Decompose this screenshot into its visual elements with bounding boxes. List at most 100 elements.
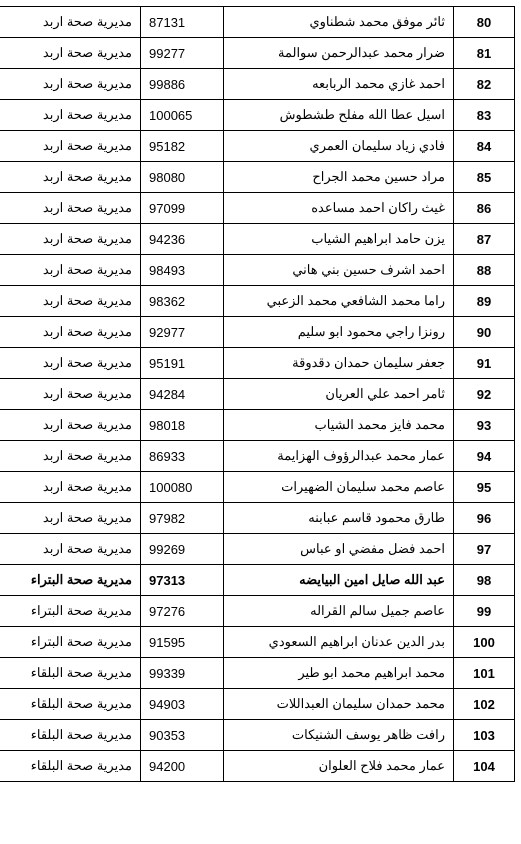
table-row: 104عمار محمد فلاح العلوان94200مديرية صحة… <box>0 751 515 782</box>
row-index: 84 <box>454 131 515 162</box>
table-row: 93محمد فايز محمد الشياب98018مديرية صحة ا… <box>0 410 515 441</box>
row-name: عاصم جميل سالم القراله <box>224 596 454 627</box>
table-row: 88احمد اشرف حسين بني هاني98493مديرية صحة… <box>0 255 515 286</box>
row-index: 83 <box>454 100 515 131</box>
table-row: 86غيث راكان احمد مساعده97099مديرية صحة ا… <box>0 193 515 224</box>
row-code: 97276 <box>141 596 224 627</box>
table-row: 89راما محمد الشافعي محمد الزعبي98362مدير… <box>0 286 515 317</box>
row-index: 93 <box>454 410 515 441</box>
row-name: بدر الدين عدنان ابراهيم السعودي <box>224 627 454 658</box>
table-row: 83اسيل عطا الله مفلح طشطوش100065مديرية ص… <box>0 100 515 131</box>
row-dept: مديرية صحة اربد <box>0 472 141 503</box>
row-dept: مديرية صحة اربد <box>0 7 141 38</box>
table-row: 95عاصم محمد سليمان الضهيرات100080مديرية … <box>0 472 515 503</box>
row-dept: مديرية صحة البلقاء <box>0 658 141 689</box>
row-code: 99339 <box>141 658 224 689</box>
row-dept: مديرية صحة اربد <box>0 224 141 255</box>
row-name: محمد فايز محمد الشياب <box>224 410 454 441</box>
row-name: ضرار محمد عبدالرحمن سوالمة <box>224 38 454 69</box>
table-row: 102محمد حمدان سليمان العبداللات94903مدير… <box>0 689 515 720</box>
row-name: مراد حسين محمد الجراح <box>224 162 454 193</box>
row-code: 97099 <box>141 193 224 224</box>
row-index: 95 <box>454 472 515 503</box>
row-name: احمد غازي محمد الربابعه <box>224 69 454 100</box>
row-index: 82 <box>454 69 515 100</box>
row-code: 100065 <box>141 100 224 131</box>
row-dept: مديرية صحة اربد <box>0 38 141 69</box>
row-index: 97 <box>454 534 515 565</box>
row-dept: مديرية صحة اربد <box>0 100 141 131</box>
row-dept: مديرية صحة البتراء <box>0 627 141 658</box>
row-index: 92 <box>454 379 515 410</box>
table-row: 85مراد حسين محمد الجراح98080مديرية صحة ا… <box>0 162 515 193</box>
table-row: 82احمد غازي محمد الربابعه99886مديرية صحة… <box>0 69 515 100</box>
row-code: 98080 <box>141 162 224 193</box>
row-index: 88 <box>454 255 515 286</box>
row-name: احمد اشرف حسين بني هاني <box>224 255 454 286</box>
table-row: 98عبد الله صايل امين البيايضه97313مديرية… <box>0 565 515 596</box>
table-row: 90رونزا راجي محمود ابو سليم92977مديرية ص… <box>0 317 515 348</box>
row-index: 100 <box>454 627 515 658</box>
row-code: 95191 <box>141 348 224 379</box>
row-dept: مديرية صحة اربد <box>0 379 141 410</box>
row-dept: مديرية صحة البلقاء <box>0 689 141 720</box>
row-name: عبد الله صايل امين البيايضه <box>224 565 454 596</box>
row-code: 100080 <box>141 472 224 503</box>
row-index: 89 <box>454 286 515 317</box>
row-dept: مديرية صحة اربد <box>0 317 141 348</box>
row-name: محمد حمدان سليمان العبداللات <box>224 689 454 720</box>
row-name: احمد فضل مفضي او عباس <box>224 534 454 565</box>
row-name: فادي زياد سليمان العمري <box>224 131 454 162</box>
row-code: 98493 <box>141 255 224 286</box>
row-name: ثائر موفق محمد شطناوي <box>224 7 454 38</box>
row-code: 94284 <box>141 379 224 410</box>
table-row: 97احمد فضل مفضي او عباس99269مديرية صحة ا… <box>0 534 515 565</box>
row-name: عاصم محمد سليمان الضهيرات <box>224 472 454 503</box>
row-index: 90 <box>454 317 515 348</box>
row-index: 101 <box>454 658 515 689</box>
row-dept: مديرية صحة اربد <box>0 131 141 162</box>
row-name: عمار محمد فلاح العلوان <box>224 751 454 782</box>
row-index: 99 <box>454 596 515 627</box>
table-row: 100بدر الدين عدنان ابراهيم السعودي91595م… <box>0 627 515 658</box>
row-code: 94236 <box>141 224 224 255</box>
row-index: 85 <box>454 162 515 193</box>
row-index: 98 <box>454 565 515 596</box>
data-table: 80ثائر موفق محمد شطناوي87131مديرية صحة ا… <box>0 6 515 782</box>
row-code: 95182 <box>141 131 224 162</box>
row-dept: مديرية صحة اربد <box>0 410 141 441</box>
row-name: رافت ظاهر يوسف الشنيكات <box>224 720 454 751</box>
row-index: 94 <box>454 441 515 472</box>
row-code: 99269 <box>141 534 224 565</box>
row-index: 91 <box>454 348 515 379</box>
row-dept: مديرية صحة اربد <box>0 348 141 379</box>
row-dept: مديرية صحة البتراء <box>0 596 141 627</box>
row-name: محمد ابراهيم محمد ابو طير <box>224 658 454 689</box>
row-dept: مديرية صحة اربد <box>0 255 141 286</box>
row-code: 91595 <box>141 627 224 658</box>
table-row: 103رافت ظاهر يوسف الشنيكات90353مديرية صح… <box>0 720 515 751</box>
row-name: ثامر احمد علي العريان <box>224 379 454 410</box>
row-dept: مديرية صحة اربد <box>0 534 141 565</box>
table-row: 81ضرار محمد عبدالرحمن سوالمة99277مديرية … <box>0 38 515 69</box>
row-dept: مديرية صحة البتراء <box>0 565 141 596</box>
row-dept: مديرية صحة اربد <box>0 193 141 224</box>
table-row: 92ثامر احمد علي العريان94284مديرية صحة ا… <box>0 379 515 410</box>
row-dept: مديرية صحة البلقاء <box>0 751 141 782</box>
row-index: 80 <box>454 7 515 38</box>
table-row: 94عمار محمد عبدالرؤوف الهزايمة86933مديري… <box>0 441 515 472</box>
row-index: 102 <box>454 689 515 720</box>
row-name: طارق محمود قاسم عبابنه <box>224 503 454 534</box>
row-code: 87131 <box>141 7 224 38</box>
row-name: رونزا راجي محمود ابو سليم <box>224 317 454 348</box>
row-dept: مديرية صحة اربد <box>0 69 141 100</box>
row-code: 94200 <box>141 751 224 782</box>
row-code: 98018 <box>141 410 224 441</box>
row-dept: مديرية صحة اربد <box>0 441 141 472</box>
row-name: جعفر سليمان حمدان دقدوقة <box>224 348 454 379</box>
row-code: 97982 <box>141 503 224 534</box>
row-code: 97313 <box>141 565 224 596</box>
row-code: 92977 <box>141 317 224 348</box>
row-name: غيث راكان احمد مساعده <box>224 193 454 224</box>
row-code: 98362 <box>141 286 224 317</box>
